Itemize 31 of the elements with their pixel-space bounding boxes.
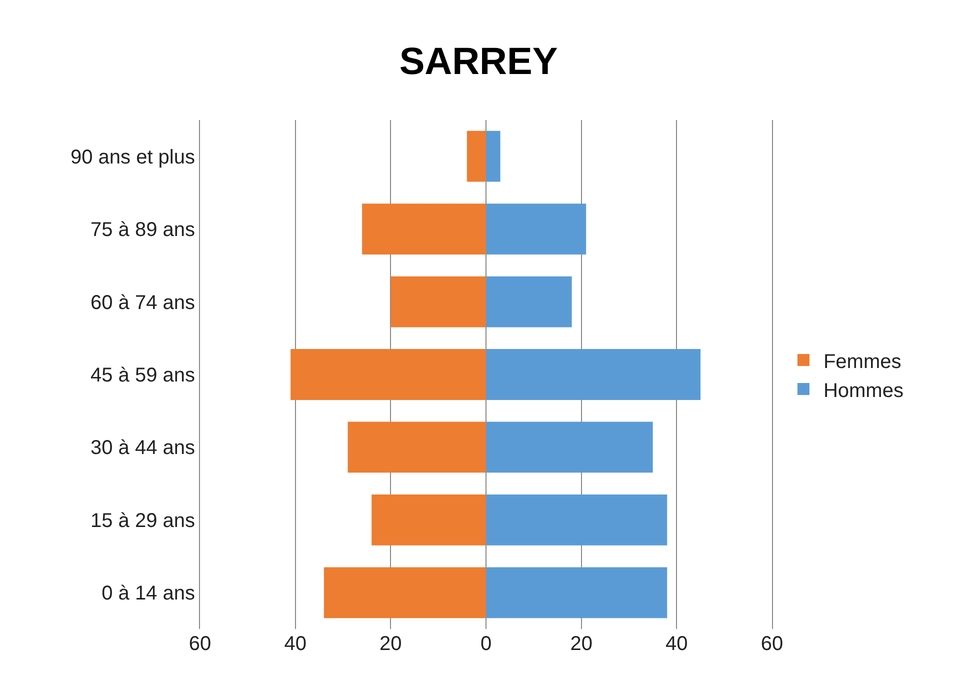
x-tick-label: 20 (380, 633, 402, 655)
legend-label: Hommes (823, 380, 904, 402)
x-tick-label: 40 (284, 633, 306, 655)
bar (486, 494, 668, 546)
x-tick-label: 0 (480, 633, 492, 655)
x-tick-label: 60 (760, 633, 784, 655)
x-tick-label: 40 (666, 633, 688, 655)
bar (486, 349, 700, 400)
x-tick-label: 60 (188, 633, 212, 655)
y-tick-label: 75 à 89 ans (90, 219, 195, 242)
bar (486, 204, 586, 255)
y-tick-label: 0 à 14 ans (102, 582, 195, 605)
bar (324, 567, 486, 618)
bar (466, 130, 486, 182)
bar (290, 349, 486, 400)
bar (372, 494, 486, 546)
chart-title: SARREY (399, 41, 558, 84)
y-tick-label: 90 ans et plus (70, 146, 195, 168)
bar (362, 204, 486, 255)
bar (486, 567, 668, 618)
y-tick-label: 45 à 59 ans (90, 364, 195, 386)
y-tick-label: 60 à 74 ans (90, 292, 195, 314)
y-tick-label: 15 à 29 ans (90, 510, 195, 532)
bar (348, 422, 486, 473)
bar (486, 422, 653, 473)
legend-label: Femmes (823, 350, 902, 373)
bar (390, 276, 486, 328)
y-tick-label: 30 à 44 ans (90, 437, 195, 460)
bar (486, 130, 500, 182)
bar (486, 276, 572, 328)
x-tick-label: 20 (570, 633, 592, 655)
